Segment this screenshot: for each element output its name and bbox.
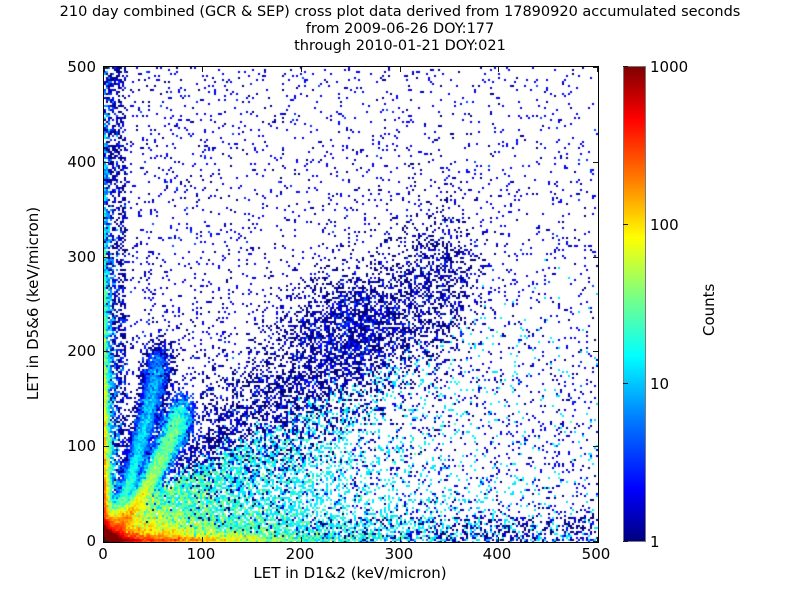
y-tick-300 (104, 257, 109, 258)
y-tick-right-200 (593, 351, 598, 352)
colorbar-tick-1000 (623, 66, 628, 67)
x-ticklabel-500: 500 (581, 545, 611, 563)
colorbar-tick-100 (623, 224, 628, 225)
x-tick-200 (301, 537, 302, 542)
y-ticklabel-100: 100 (67, 437, 96, 455)
colorbar (623, 66, 646, 542)
colorbar-tick-10 (623, 383, 628, 384)
title-line-3: through 2010-01-21 DOY:021 (294, 38, 506, 54)
colorbar-label: Counts (700, 283, 718, 336)
y-tick-200 (104, 351, 109, 352)
plot-area (103, 66, 599, 543)
colorbar-ticklabel-1: 1 (650, 533, 660, 551)
x-tick-top-500 (597, 67, 598, 72)
y-tick-right-500 (593, 67, 598, 68)
x-tick-0 (104, 537, 105, 542)
y-tick-400 (104, 162, 109, 163)
colorbar-tick-1 (623, 541, 628, 542)
x-ticklabel-400: 400 (482, 545, 512, 563)
x-tick-300 (400, 537, 401, 542)
y-tick-100 (104, 446, 109, 447)
chart-title: 210 day combined (GCR & SEP) cross plot … (0, 4, 800, 55)
y-tick-right-300 (593, 257, 598, 258)
x-tick-top-400 (498, 67, 499, 72)
y-ticklabel-200: 200 (67, 342, 96, 360)
x-ticklabel-200: 200 (285, 545, 315, 563)
y-ticklabel-500: 500 (67, 58, 96, 76)
colorbar-gradient (623, 66, 646, 542)
x-ticklabel-100: 100 (186, 545, 216, 563)
title-line-1: 210 day combined (GCR & SEP) cross plot … (59, 4, 741, 20)
x-tick-top-0 (104, 67, 105, 72)
density-heatmap-canvas (104, 67, 598, 542)
x-tick-100 (202, 537, 203, 542)
colorbar-ticklabel-100: 100 (650, 216, 679, 234)
y-ticklabel-400: 400 (67, 153, 96, 171)
colorbar-ticklabel-10: 10 (650, 375, 670, 393)
x-tick-top-100 (202, 67, 203, 72)
y-tick-500 (104, 67, 109, 68)
y-tick-right-100 (593, 446, 598, 447)
x-tick-400 (498, 537, 499, 542)
x-ticklabel-300: 300 (384, 545, 414, 563)
y-ticklabel-300: 300 (67, 248, 96, 266)
x-tick-500 (597, 537, 598, 542)
y-tick-0 (104, 541, 109, 542)
x-axis-label: LET in D1&2 (keV/micron) (253, 564, 447, 582)
x-tick-top-300 (400, 67, 401, 72)
colorbar-ticklabel-1000: 1000 (650, 58, 689, 76)
x-ticklabel-0: 0 (98, 545, 108, 563)
title-line-2: from 2009-06-26 DOY:177 (305, 21, 495, 37)
y-ticklabel-0: 0 (86, 532, 96, 550)
y-tick-right-0 (593, 541, 598, 542)
x-tick-top-200 (301, 67, 302, 72)
y-axis-label: LET in D5&6 (keV/micron) (24, 206, 42, 401)
y-tick-right-400 (593, 162, 598, 163)
